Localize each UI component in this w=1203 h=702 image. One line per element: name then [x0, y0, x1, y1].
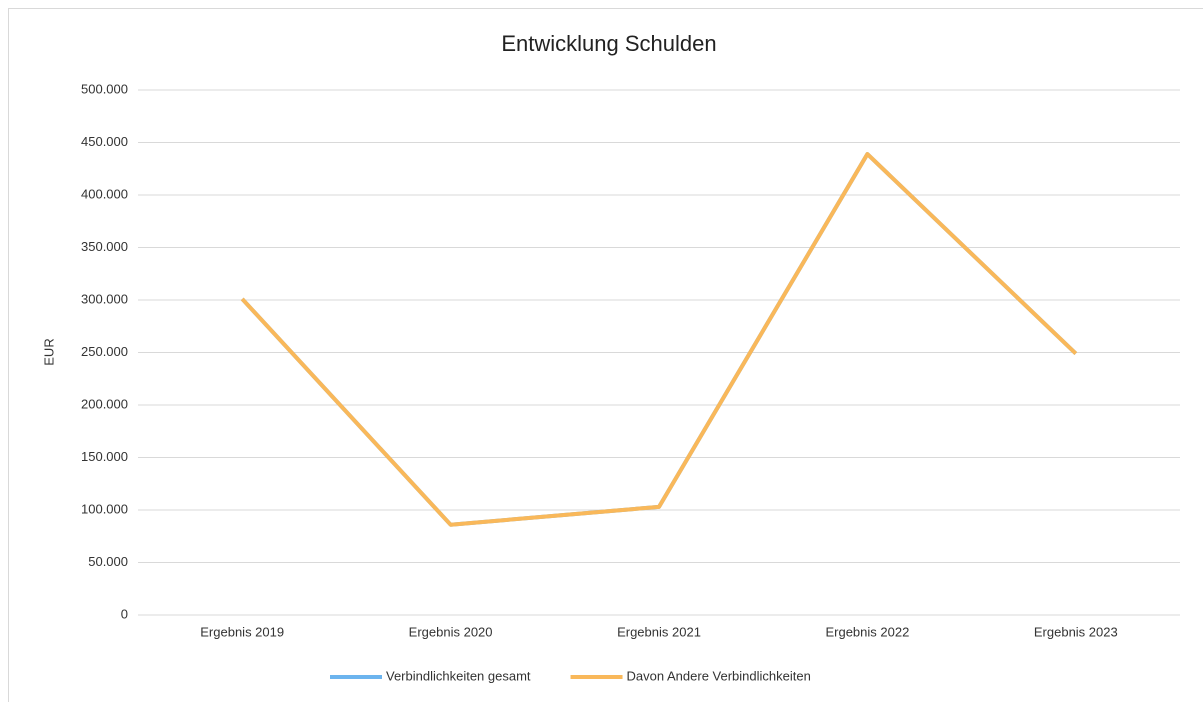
- y-tick-label: 350.000: [81, 239, 128, 254]
- x-tick-label: Ergebnis 2022: [825, 624, 909, 639]
- y-tick-label: 450.000: [81, 134, 128, 149]
- legend-label: Davon Andere Verbindlichkeiten: [627, 668, 811, 683]
- x-tick-label: Ergebnis 2021: [617, 624, 701, 639]
- y-tick-label: 500.000: [81, 81, 128, 96]
- chart-frame: [8, 8, 1203, 702]
- y-tick-label: 250.000: [81, 344, 128, 359]
- line-series: [240, 152, 1078, 527]
- x-tick-label: Ergebnis 2020: [409, 624, 493, 639]
- legend-label: Verbindlichkeiten gesamt: [386, 668, 531, 683]
- line-series: [240, 152, 1078, 527]
- chart-title: Entwicklung Schulden: [501, 31, 716, 56]
- y-tick-label: 300.000: [81, 291, 128, 306]
- y-tick-label: 50.000: [88, 554, 128, 569]
- y-axis-label: EUR: [41, 338, 56, 365]
- y-tick-label: 400.000: [81, 186, 128, 201]
- y-tick-label: 150.000: [81, 449, 128, 464]
- y-tick-label: 0: [121, 606, 128, 621]
- x-tick-label: Ergebnis 2023: [1034, 624, 1118, 639]
- y-tick-label: 100.000: [81, 501, 128, 516]
- y-tick-label: 200.000: [81, 396, 128, 411]
- x-tick-label: Ergebnis 2019: [200, 624, 284, 639]
